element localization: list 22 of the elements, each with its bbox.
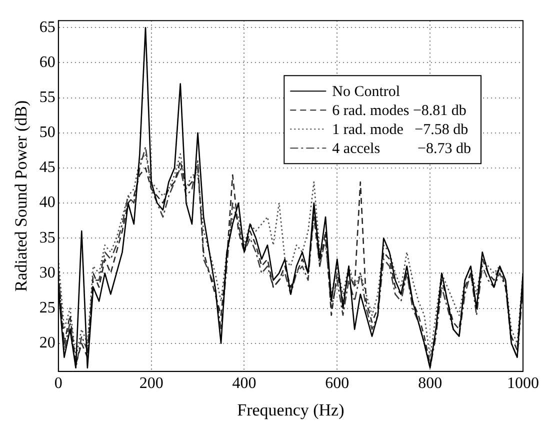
- y-tick-label: 20: [39, 334, 56, 352]
- y-tick-label: 40: [39, 194, 56, 212]
- legend-label: No Control: [332, 84, 400, 100]
- x-tick-label: 200: [139, 375, 164, 392]
- y-tick-label: 25: [39, 299, 56, 316]
- y-axis-title: Radiated Sound Power (dB): [12, 100, 31, 292]
- y-tick-label: 50: [39, 124, 56, 142]
- x-tick-label: 600: [325, 375, 350, 392]
- x-axis-title: Frequency (Hz): [237, 400, 344, 420]
- y-tick-label: 35: [39, 229, 56, 246]
- legend-label: 4 accels −8.73 db: [332, 141, 472, 158]
- y-tick-label: 45: [39, 159, 56, 176]
- legend-label: 1 rad. mode −7.58 db: [332, 122, 468, 138]
- x-tick-label: 1000: [507, 375, 539, 392]
- y-tick-label: 30: [39, 264, 56, 282]
- y-tick-label: 65: [39, 18, 56, 36]
- legend-label: 6 rad. modes −8.81 db: [332, 103, 466, 120]
- y-tick-label: 55: [39, 88, 56, 106]
- x-tick-label: 800: [418, 375, 442, 392]
- y-tick-label: 60: [39, 54, 56, 71]
- x-tick-label: 400: [232, 375, 256, 392]
- x-tick-label: 0: [54, 375, 62, 392]
